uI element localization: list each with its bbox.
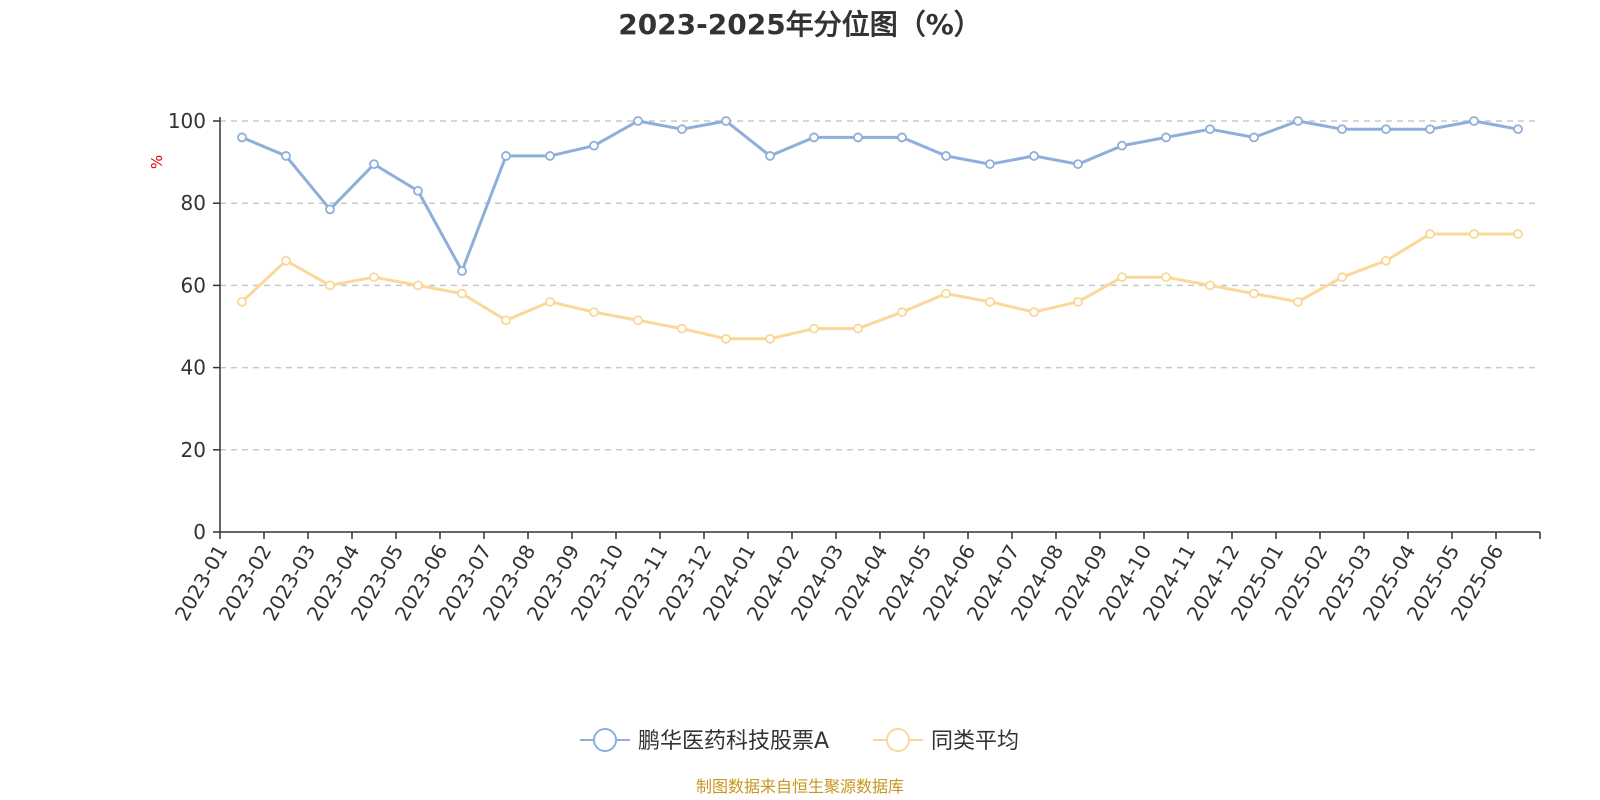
data-point[interactable] bbox=[765, 333, 775, 344]
data-point[interactable] bbox=[1029, 307, 1039, 318]
data-point[interactable] bbox=[281, 255, 291, 266]
y-tick-label: 100 bbox=[168, 109, 206, 133]
data-point[interactable] bbox=[589, 307, 599, 318]
data-point[interactable] bbox=[1425, 229, 1435, 239]
data-point[interactable] bbox=[325, 280, 335, 291]
data-point[interactable] bbox=[897, 307, 907, 318]
source-note: 制图数据来自恒生聚源数据库 bbox=[696, 777, 904, 796]
data-point[interactable] bbox=[281, 151, 291, 161]
data-point[interactable] bbox=[1073, 296, 1083, 307]
data-point[interactable] bbox=[1425, 124, 1435, 135]
y-tick-label: 0 bbox=[193, 520, 206, 544]
data-point[interactable] bbox=[1117, 272, 1127, 283]
data-point[interactable] bbox=[721, 333, 731, 344]
data-point[interactable] bbox=[853, 323, 863, 334]
data-point[interactable] bbox=[501, 151, 511, 161]
legend-marker bbox=[593, 728, 617, 752]
data-point[interactable] bbox=[809, 323, 819, 334]
data-point[interactable] bbox=[897, 132, 907, 143]
data-point[interactable] bbox=[677, 124, 687, 135]
data-point[interactable] bbox=[1073, 159, 1083, 170]
data-point[interactable] bbox=[633, 116, 643, 126]
data-point[interactable] bbox=[941, 288, 951, 299]
data-point[interactable] bbox=[325, 204, 335, 215]
data-point[interactable] bbox=[941, 151, 951, 161]
data-point[interactable] bbox=[677, 323, 687, 334]
legend-marker bbox=[886, 728, 910, 752]
legend-label: 同类平均 bbox=[931, 729, 1019, 754]
data-point[interactable] bbox=[1469, 116, 1479, 126]
data-point[interactable] bbox=[853, 132, 863, 143]
data-point[interactable] bbox=[1513, 229, 1523, 239]
data-point[interactable] bbox=[1381, 124, 1391, 135]
data-point[interactable] bbox=[1117, 140, 1127, 151]
data-point[interactable] bbox=[765, 151, 775, 161]
series-line bbox=[240, 232, 1518, 341]
data-point[interactable] bbox=[545, 296, 555, 307]
series-line bbox=[241, 119, 1519, 273]
data-point[interactable] bbox=[985, 159, 995, 170]
data-point[interactable] bbox=[1249, 288, 1259, 299]
data-point[interactable] bbox=[237, 132, 247, 143]
data-point[interactable] bbox=[1249, 132, 1259, 143]
data-point[interactable] bbox=[1513, 124, 1523, 135]
series-layer bbox=[237, 116, 1523, 344]
data-point[interactable] bbox=[1337, 272, 1347, 283]
data-point[interactable] bbox=[413, 185, 423, 196]
legend-item-1[interactable]: 鹏华医药科技股票A bbox=[580, 728, 829, 754]
data-point[interactable] bbox=[633, 315, 643, 326]
y-tick-label: 20 bbox=[181, 438, 206, 462]
grid-lines bbox=[220, 120, 1540, 451]
data-point[interactable] bbox=[545, 151, 555, 161]
legend-label: 鹏华医药科技股票A bbox=[638, 729, 829, 754]
data-point[interactable] bbox=[457, 288, 467, 299]
legend[interactable]: 鹏华医药科技股票A 同类平均 bbox=[580, 728, 1019, 754]
data-point[interactable] bbox=[1161, 272, 1171, 283]
data-point[interactable] bbox=[457, 266, 467, 276]
data-point[interactable] bbox=[237, 296, 247, 307]
y-tick-label: 80 bbox=[181, 191, 206, 215]
data-point[interactable] bbox=[1293, 116, 1303, 126]
data-point[interactable] bbox=[1469, 229, 1479, 239]
data-point[interactable] bbox=[809, 132, 819, 143]
data-point[interactable] bbox=[1293, 296, 1303, 307]
data-point[interactable] bbox=[369, 272, 379, 283]
data-point[interactable] bbox=[1381, 255, 1391, 266]
data-point[interactable] bbox=[1029, 151, 1039, 161]
data-point[interactable] bbox=[1205, 280, 1215, 291]
data-point[interactable] bbox=[413, 280, 423, 291]
y-tick-label: 40 bbox=[181, 356, 206, 380]
data-point[interactable] bbox=[589, 140, 599, 151]
data-point[interactable] bbox=[721, 116, 731, 126]
data-point[interactable] bbox=[1161, 132, 1171, 143]
legend-item-2[interactable]: 同类平均 bbox=[873, 728, 1019, 754]
y-tick-label: 60 bbox=[181, 273, 206, 297]
data-point[interactable] bbox=[1205, 124, 1215, 135]
series-1 bbox=[237, 116, 1523, 276]
series-2 bbox=[237, 229, 1523, 344]
data-point[interactable] bbox=[501, 315, 511, 326]
y-axis-unit-label: % bbox=[148, 155, 166, 169]
data-point[interactable] bbox=[985, 296, 995, 307]
chart-title: 2023-2025年分位图（%） bbox=[618, 8, 982, 41]
data-point[interactable] bbox=[1337, 124, 1347, 135]
data-point[interactable] bbox=[369, 159, 379, 170]
